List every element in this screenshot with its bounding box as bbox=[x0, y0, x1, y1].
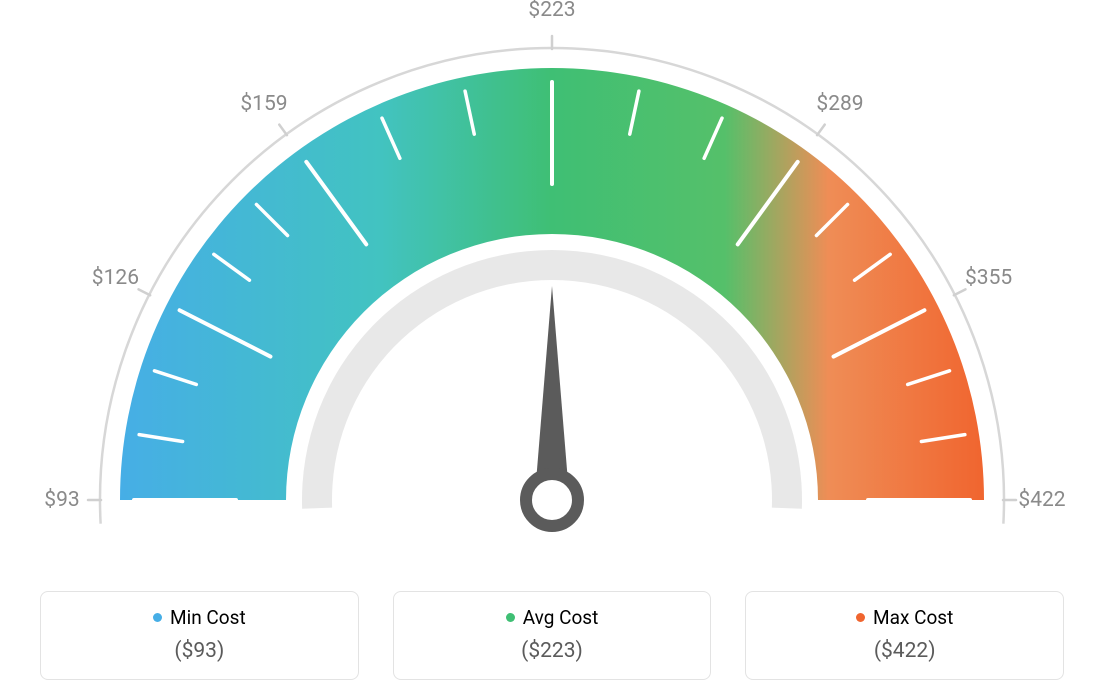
legend-card-max: Max Cost ($422) bbox=[745, 591, 1064, 680]
legend-max-label: Max Cost bbox=[873, 606, 953, 629]
legend-avg-label: Avg Cost bbox=[523, 606, 599, 629]
gauge-tick-label: $126 bbox=[92, 266, 139, 290]
legend-max-dot bbox=[856, 613, 865, 622]
legend-avg-title: Avg Cost bbox=[506, 606, 599, 629]
legend-card-min: Min Cost ($93) bbox=[40, 591, 359, 680]
legend-min-title: Min Cost bbox=[153, 606, 246, 629]
gauge-tick-label: $93 bbox=[44, 488, 79, 512]
legend-min-label: Min Cost bbox=[170, 606, 246, 629]
legend-row: Min Cost ($93) Avg Cost ($223) Max Cost … bbox=[0, 591, 1104, 680]
legend-avg-dot bbox=[506, 613, 515, 622]
cost-gauge-widget: $93 $126 $159 $223 $289 $355 $422 Min Cost ($9… bbox=[0, 0, 1104, 690]
gauge-tick-label: $422 bbox=[1018, 488, 1065, 512]
gauge-tick-label: $289 bbox=[816, 92, 863, 116]
gauge-tick-label: $355 bbox=[965, 266, 1012, 290]
legend-card-avg: Avg Cost ($223) bbox=[393, 591, 712, 680]
legend-max-value: ($422) bbox=[756, 639, 1053, 663]
legend-max-title: Max Cost bbox=[856, 606, 953, 629]
gauge-tick-label: $159 bbox=[240, 92, 287, 116]
legend-avg-value: ($223) bbox=[404, 639, 701, 663]
gauge-chart bbox=[0, 0, 1104, 560]
legend-min-value: ($93) bbox=[51, 639, 348, 663]
legend-min-dot bbox=[153, 613, 162, 622]
gauge-tick-label: $223 bbox=[528, 0, 575, 22]
